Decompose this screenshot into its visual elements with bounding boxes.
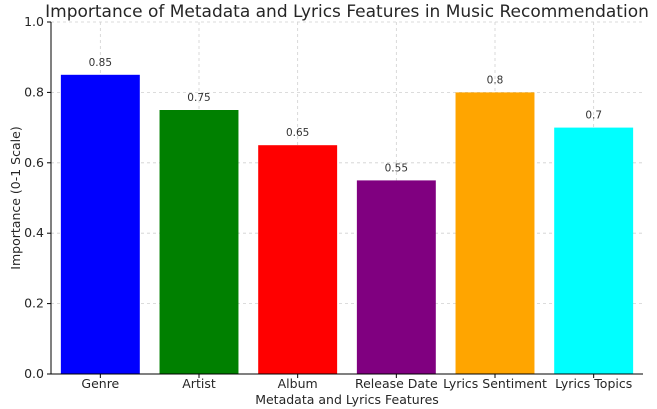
y-axis-title: Importance (0-1 Scale) (8, 126, 23, 269)
y-tick-label: 0.0 (24, 366, 44, 381)
axes-layer (47, 21, 643, 378)
y-tick-label: 0.2 (24, 296, 44, 311)
bars-layer (60, 74, 634, 375)
bar-value-label: 0.75 (187, 92, 210, 104)
bar-lyrics-sentiment (455, 92, 535, 375)
x-tick-label: Release Date (355, 376, 438, 391)
bar-release-date (356, 180, 436, 374)
y-tick-label: 1.0 (24, 14, 44, 29)
x-tick-label: Artist (182, 376, 216, 391)
bar-value-label: 0.7 (585, 110, 602, 122)
bar-value-label: 0.65 (286, 127, 309, 139)
y-tick-label: 0.6 (24, 155, 44, 170)
bar-value-label: 0.8 (487, 74, 504, 86)
x-axis-title: Metadata and Lyrics Features (255, 392, 439, 407)
bar-album (258, 145, 338, 374)
bar-value-label: 0.85 (89, 57, 112, 69)
x-tick-label: Genre (81, 376, 119, 391)
bar-artist (159, 110, 239, 374)
chart-title: Importance of Metadata and Lyrics Featur… (45, 2, 649, 22)
x-tick-label: Album (278, 376, 318, 391)
bar-genre (60, 74, 140, 375)
x-tick-label: Lyrics Topics (555, 376, 632, 391)
labels-layer: 0.0 0.2 0.4 0.6 0.8 1.0 0.85 Genre 0.75 Artist 0.6… (24, 14, 632, 391)
y-tick-label: 0.4 (24, 225, 44, 240)
y-tick-label: 0.8 (24, 84, 44, 99)
bar-lyrics-topics (554, 127, 634, 374)
bar-value-label: 0.55 (385, 162, 408, 174)
x-tick-label: Lyrics Sentiment (443, 376, 547, 391)
